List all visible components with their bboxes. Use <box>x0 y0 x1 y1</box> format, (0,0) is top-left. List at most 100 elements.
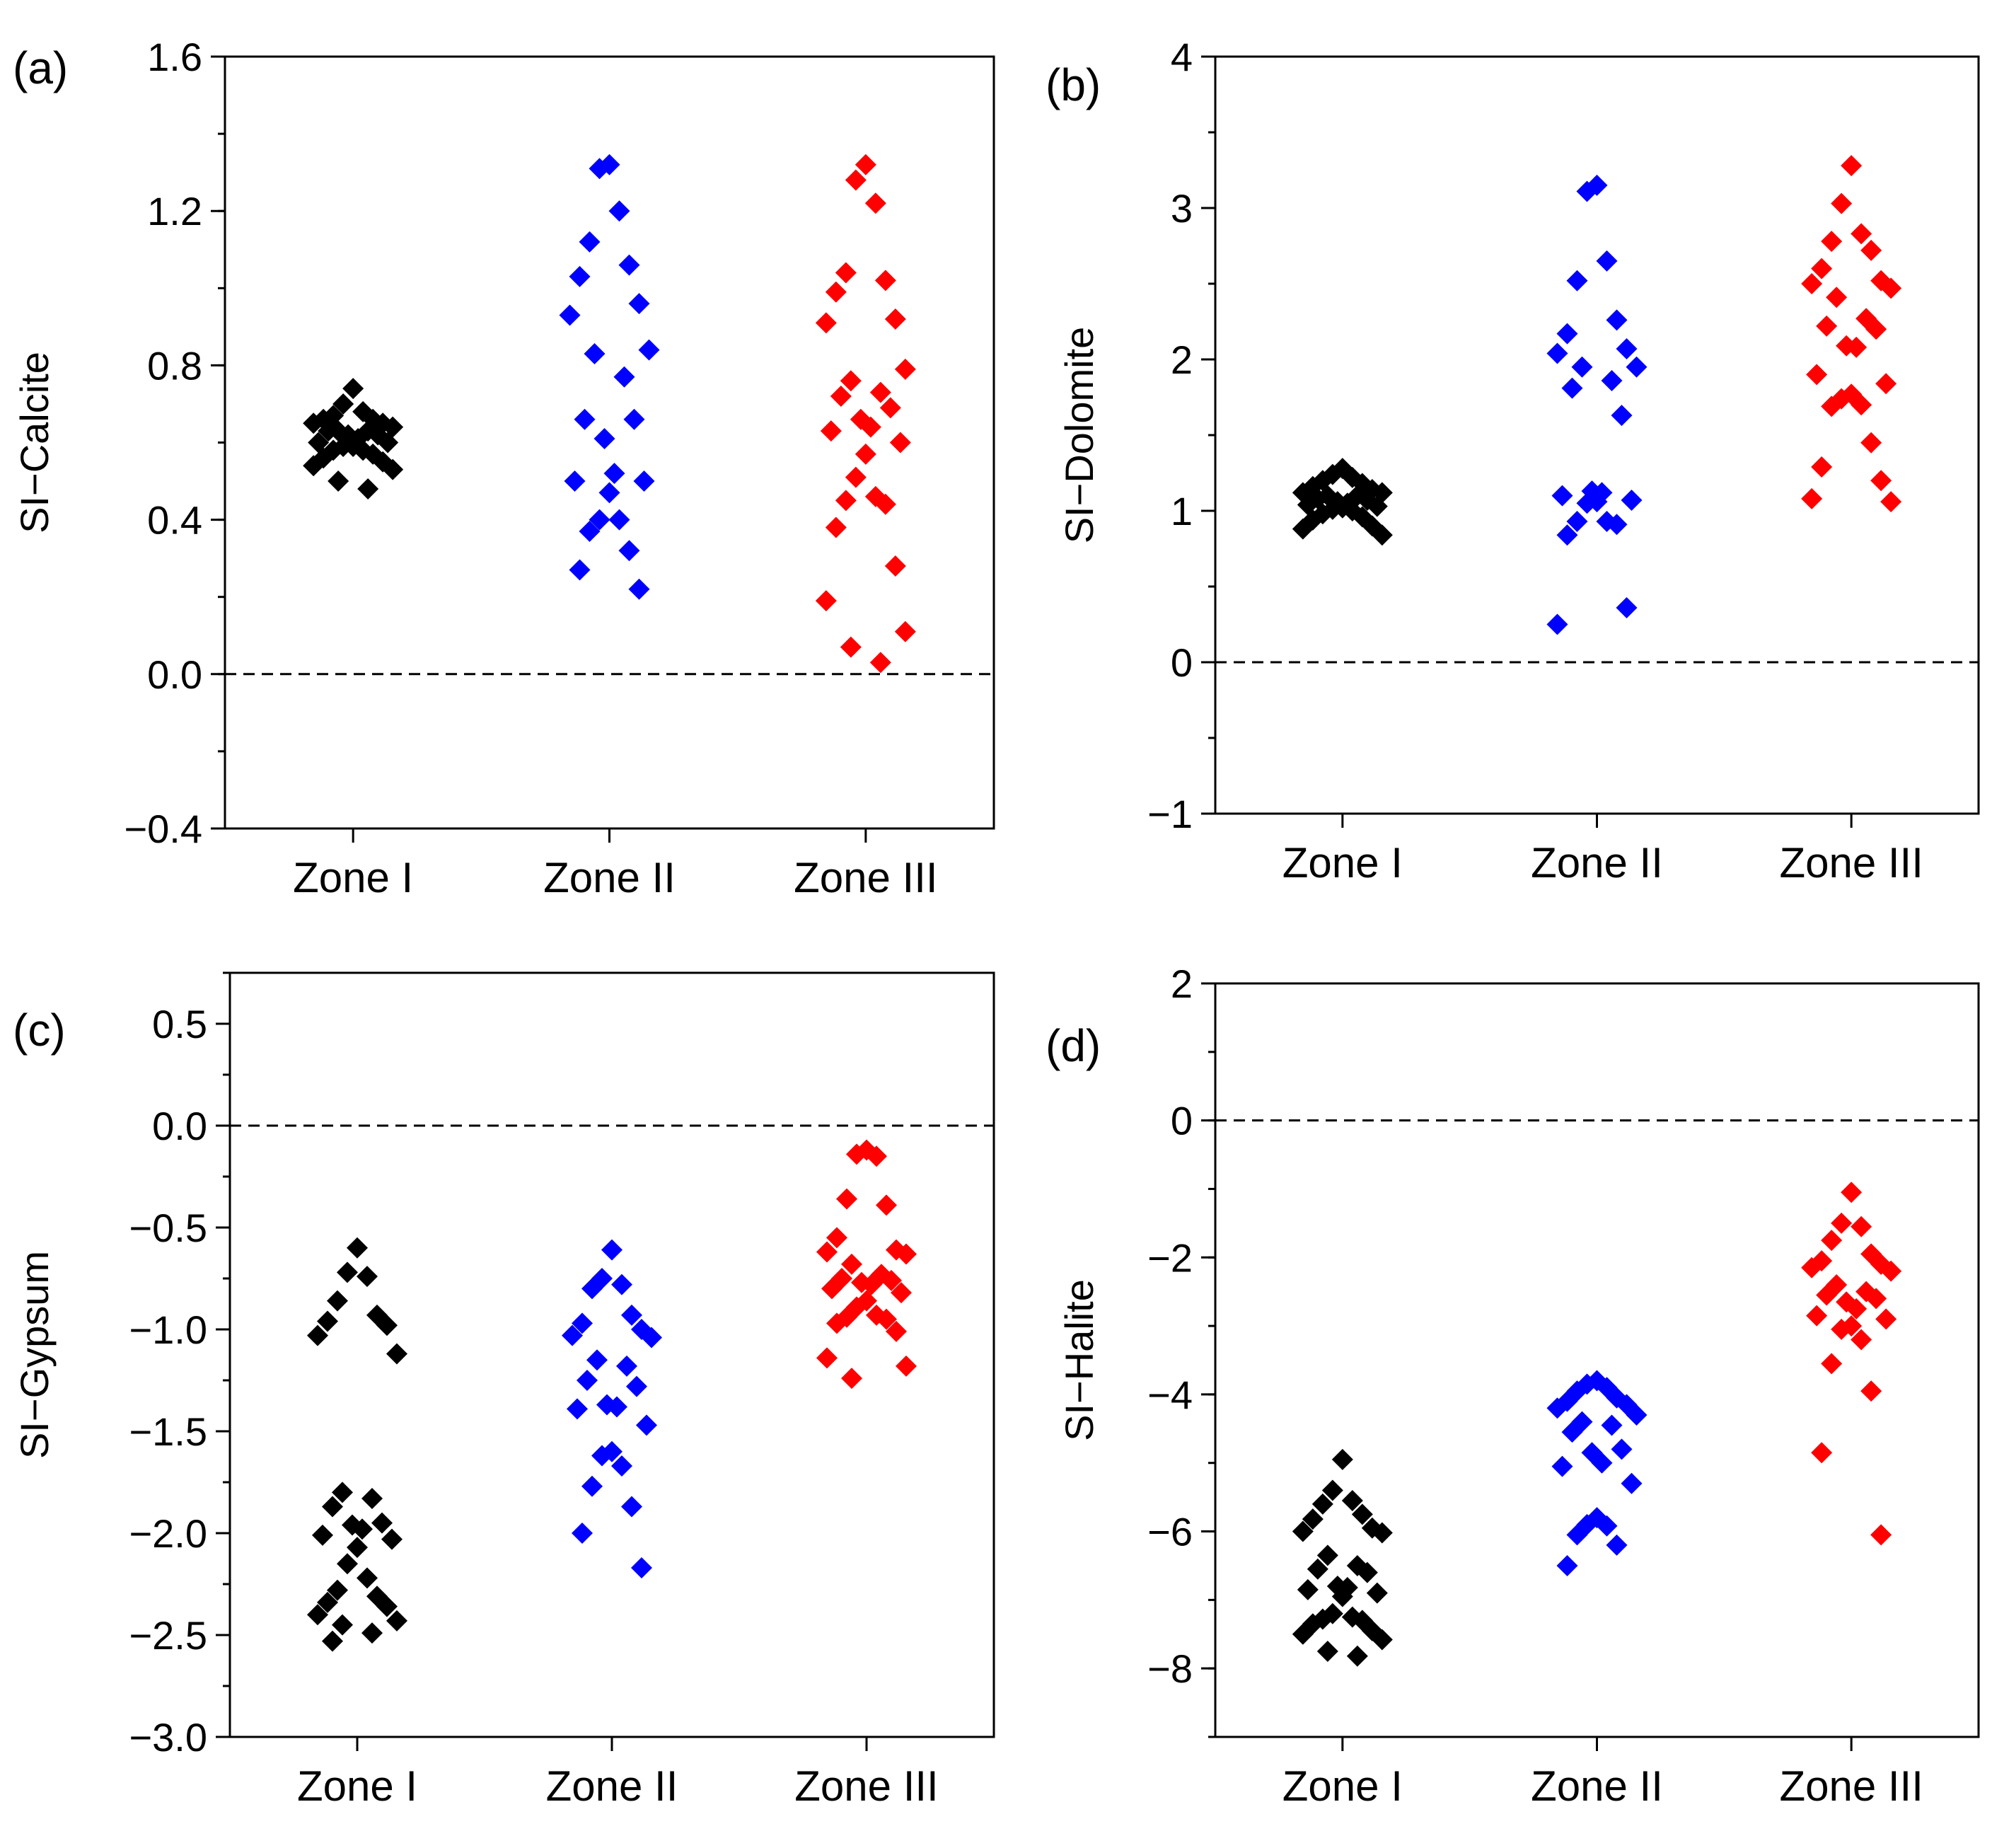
data-point <box>381 1528 403 1550</box>
data-point <box>1880 491 1902 513</box>
x-tick-label: Zone I <box>1282 839 1403 887</box>
y-tick-label: −0.4 <box>124 807 202 851</box>
data-point <box>1806 1305 1828 1327</box>
data-point <box>562 1324 583 1346</box>
data-point <box>1851 1215 1872 1237</box>
y-tick-label: 0.0 <box>152 1104 207 1148</box>
data-point <box>327 1579 348 1601</box>
data-point <box>1806 364 1828 386</box>
data-point <box>317 1310 338 1332</box>
data-point <box>1875 1308 1897 1330</box>
data-point <box>611 1455 632 1477</box>
y-axis-label: SI−Halite <box>1057 1279 1101 1441</box>
x-tick-label: Zone II <box>546 1762 678 1810</box>
data-point <box>567 1398 588 1420</box>
plot-frame <box>1214 982 1980 1738</box>
data-point <box>1331 1586 1353 1607</box>
y-tick-label: −3.0 <box>129 1715 207 1760</box>
data-point <box>826 1312 847 1334</box>
y-tick-label: 0 <box>1171 640 1193 685</box>
data-point <box>591 1445 613 1467</box>
data-point <box>1821 1230 1843 1252</box>
data-point <box>631 1557 652 1578</box>
data-point <box>307 1324 328 1346</box>
data-point <box>884 308 906 330</box>
data-point <box>574 408 596 430</box>
y-tick-label: 2 <box>1171 337 1193 382</box>
data-point <box>1801 273 1823 294</box>
data-point <box>1816 315 1838 337</box>
data-point <box>377 432 399 454</box>
data-point <box>1811 456 1833 478</box>
data-point <box>608 509 630 531</box>
data-point <box>1566 510 1588 532</box>
data-point <box>1831 1318 1853 1340</box>
plot-frame <box>1214 55 1980 815</box>
x-tick-label: Zone II <box>543 854 676 901</box>
data-point <box>638 339 660 361</box>
data-point <box>361 1488 383 1510</box>
y-tick-label: 0.4 <box>147 498 202 543</box>
data-point <box>1611 1438 1633 1460</box>
data-point <box>579 231 601 253</box>
panel-label: (b) <box>1046 59 1101 110</box>
data-point <box>820 420 842 442</box>
data-point <box>1851 223 1872 245</box>
data-point <box>613 366 635 388</box>
data-point <box>1616 596 1638 618</box>
data-point <box>572 1312 593 1334</box>
data-point <box>884 555 906 577</box>
data-point <box>1831 192 1853 214</box>
y-tick-label: 0.8 <box>147 343 202 388</box>
data-point <box>1331 1448 1353 1470</box>
data-point <box>855 154 876 175</box>
data-point <box>816 1241 838 1263</box>
panel-c: −3.0 −2.5 −2.0 −1.5 −1.0 −0.5 0.0 0.5 Zone I Zone… <box>12 971 995 1810</box>
data-point <box>815 312 837 334</box>
data-point <box>876 1308 897 1330</box>
data-point <box>1626 356 1648 378</box>
data-point <box>312 1524 333 1546</box>
data-point <box>601 1239 622 1261</box>
data-point <box>846 1143 867 1165</box>
data-point <box>1846 336 1868 358</box>
data-point <box>1821 1353 1843 1375</box>
y-tick-label: 2 <box>1171 961 1193 1006</box>
data-point <box>608 200 630 222</box>
data-point <box>332 393 354 415</box>
data-point <box>1356 1561 1378 1583</box>
data-point <box>611 1274 632 1295</box>
data-point <box>1371 524 1393 546</box>
data-point <box>841 1368 862 1390</box>
data-point <box>830 386 852 408</box>
data-point <box>1870 1524 1892 1546</box>
data-point <box>896 1243 917 1265</box>
data-point <box>1880 277 1902 299</box>
x-tick-label: Zone III <box>794 1762 938 1810</box>
data-point <box>841 1253 862 1275</box>
data-point <box>1546 1397 1568 1419</box>
data-point <box>593 428 615 450</box>
panel-label: (a) <box>13 42 68 93</box>
data-point <box>1571 356 1593 378</box>
data-point <box>357 478 379 499</box>
data-point <box>886 1320 907 1342</box>
data-point <box>307 1604 328 1626</box>
data-point <box>569 559 591 581</box>
data-point <box>1860 239 1882 261</box>
data-point <box>1576 180 1598 202</box>
x-tick-label: Zone I <box>297 1762 417 1810</box>
data-point <box>1826 287 1848 308</box>
y-tick-label: 3 <box>1171 186 1193 231</box>
data-point <box>1292 1623 1314 1645</box>
data-point <box>1591 1452 1613 1474</box>
data-point <box>891 1282 912 1304</box>
x-tick-label: Zone I <box>1282 1762 1403 1810</box>
data-point <box>876 1194 897 1216</box>
data-point <box>1341 1489 1363 1511</box>
data-point <box>623 408 645 430</box>
data-point <box>577 1370 598 1391</box>
data-point <box>579 520 601 542</box>
data-point <box>881 1269 902 1291</box>
